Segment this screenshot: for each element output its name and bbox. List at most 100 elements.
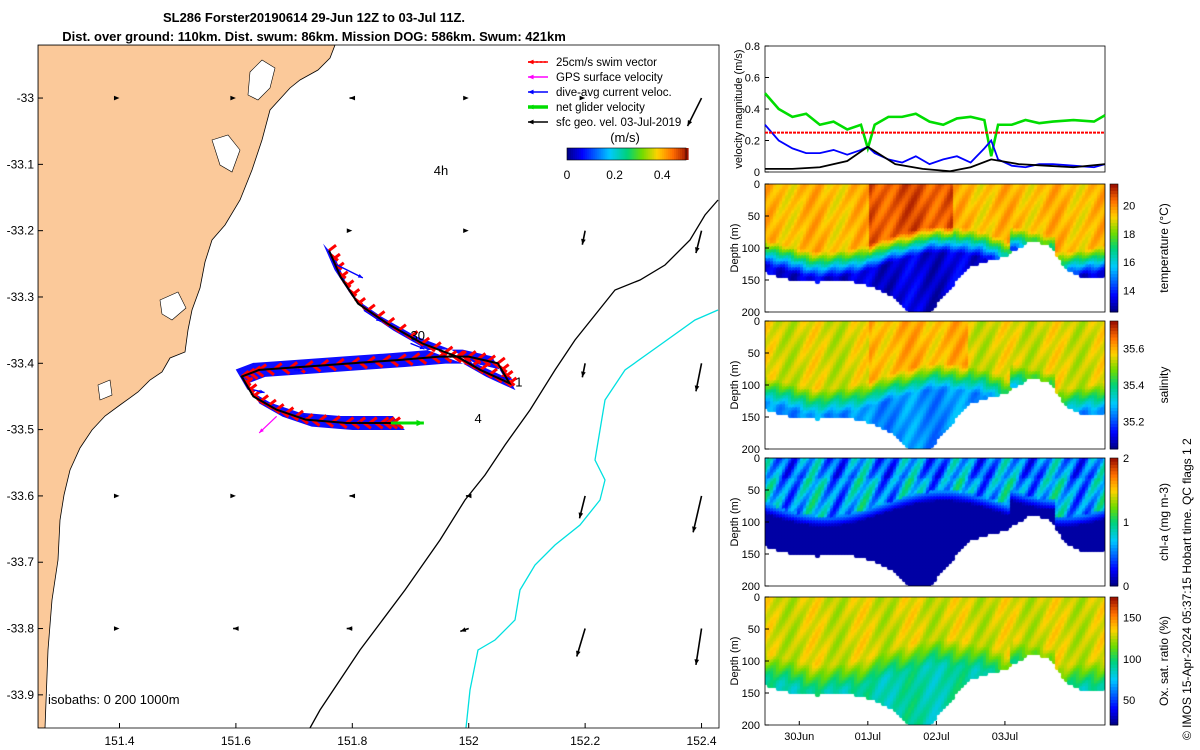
temperature-colorbar-label: temperature (°C): [1157, 203, 1171, 293]
oxygen-section[interactable]: [765, 597, 1105, 725]
colorbar-tick-label: 0.2: [606, 168, 623, 182]
dive-current-vector: [253, 389, 265, 394]
velocity-y-tick-label: 0.8: [745, 41, 760, 53]
swim-vector: [351, 288, 361, 296]
map-y-tick-label: -33.5: [7, 423, 35, 437]
geo-vector: [686, 97, 703, 127]
velocity-series-3: [765, 145, 1106, 173]
copyright-note: © IMOS 15-Apr-2024 05:37:15 Hobart time.…: [1180, 438, 1194, 740]
salinity-colorbar-tick-label: 35.4: [1123, 380, 1144, 392]
salinity-colorbar-frame: [1109, 320, 1119, 450]
temperature-colorbar-tick-label: 16: [1123, 257, 1135, 269]
land-mass: [38, 45, 336, 728]
map-y-tick-label: -33.3: [7, 290, 35, 304]
map-y-tick-label: -33.6: [7, 489, 35, 503]
temperature-frame: [764, 183, 1106, 313]
velocity-y-tick-label: 0: [754, 167, 760, 179]
geo-vector: [695, 230, 703, 254]
swim-vector: [421, 336, 431, 345]
map-y-ticks: -33 -33.1 -33.2 -33.3 -33.4 -33.5 -33.6 -33.7 -3…: [7, 91, 43, 702]
gps-velocity-vector: [258, 415, 278, 434]
oxygen-y-tick-label: 200: [742, 720, 760, 732]
temperature-y-tick-label: 200: [742, 307, 760, 319]
map-y-tick-label: -33.9: [7, 688, 35, 702]
chl-a-y-tick-label: 150: [742, 549, 760, 561]
colorbar-frame: [566, 147, 687, 161]
swim-vector: [331, 252, 341, 261]
chla-section[interactable]: [765, 458, 1105, 586]
temperature-colorbar-tick-label: 20: [1123, 200, 1135, 212]
swim-vector: [285, 406, 295, 415]
swim-vector: [339, 270, 349, 279]
temperature-y-tick-label: 0: [754, 179, 760, 191]
swim-vector: [328, 243, 337, 252]
geo-vector: [694, 628, 703, 666]
swim-vector: [489, 367, 498, 376]
legend-label: dive-avg current veloc.: [556, 87, 672, 99]
oxygen-y-tick-label: 100: [742, 656, 760, 668]
map-x-tick-label: 151.6: [221, 734, 251, 748]
salinity-colorbar-tick-label: 35.6: [1123, 343, 1144, 355]
colorbar-label: (m/s): [610, 130, 640, 145]
map-x-tick-label: 152: [459, 734, 479, 748]
dive-current-vector: [294, 367, 303, 372]
swim-vector: [357, 297, 367, 305]
salinity-y-label: Depth (m): [729, 361, 741, 410]
chl-a-y-tick-label: 0: [754, 453, 760, 465]
geo-vector: [463, 228, 469, 234]
geo-vector: [349, 493, 356, 499]
chl-a-colorbar-frame: [1109, 457, 1119, 587]
isobath-1000: [465, 309, 719, 728]
legend-entry: dive-avg current veloc.: [528, 87, 672, 99]
geo-vector: [346, 228, 353, 234]
geo-vector: [233, 626, 239, 631]
track-map[interactable]: 151.4 151.6 151.8 152 152.2 152.4 -33-33.1-33…: [0, 0, 720, 750]
map-y-tick-label: -33.2: [7, 224, 35, 238]
oxygen-colorbar-frame: [1109, 596, 1119, 726]
velocity-y-tick-label: 0.2: [745, 136, 760, 148]
map-x-tick-label: 152.4: [687, 734, 717, 748]
geo-vector: [349, 95, 356, 101]
oxygen-frame: [764, 596, 1106, 726]
geo-vector: [346, 626, 353, 631]
swim-vector: [432, 341, 442, 350]
temperature-section[interactable]: [765, 184, 1105, 312]
salinity-section[interactable]: [765, 321, 1105, 449]
colorbar-tick-label: 0.4: [654, 168, 671, 182]
chl-a-colorbar-tick-label: 1: [1123, 517, 1129, 529]
swim-vector: [345, 279, 355, 288]
oxygen-y-label: Depth (m): [729, 637, 741, 686]
geo-vector: [692, 495, 703, 533]
map-y-tick-label: -33.1: [7, 157, 35, 171]
chl-a-y-label: Depth (m): [729, 498, 741, 547]
chart-title: SL286 Forster20190614 29-Jun 12Z to 03-J…: [0, 8, 600, 46]
velocity-series-0: [764, 92, 1106, 157]
temperature-colorbar-tick-label: 14: [1123, 286, 1135, 298]
temperature-y-tick-label: 50: [748, 211, 760, 223]
swim-vector: [366, 303, 376, 312]
legend-label: GPS surface velocity: [556, 72, 663, 84]
swim-vector: [335, 261, 345, 270]
dive-current-vector: [363, 309, 382, 323]
swim-vector: [295, 409, 304, 418]
geo-vector: [694, 363, 703, 392]
swim-vector: [487, 354, 497, 363]
temperature-colorbar-tick-label: 18: [1123, 229, 1135, 241]
chl-a-colorbar-label: chl-a (mg m-3): [1157, 483, 1171, 561]
map-y-tick-label: -33: [17, 91, 35, 105]
map-annotation: 4: [475, 411, 482, 426]
geo-vector: [578, 495, 586, 519]
swim-vector: [255, 369, 265, 378]
oxygen-y-tick-label: 0: [754, 592, 760, 604]
geo-vector: [230, 95, 236, 101]
swim-vector: [248, 383, 258, 392]
oxygen-colorbar-label: Ox. sat. ratio (%): [1157, 616, 1171, 706]
oxygen-y-tick-label: 150: [742, 688, 760, 700]
salinity-y-tick-label: 50: [748, 348, 760, 360]
swim-vector: [249, 372, 259, 380]
time-x-tick-label: 03Jul: [992, 731, 1018, 743]
net-velocity-vector: [390, 419, 424, 427]
title-line-2: Dist. over ground: 110km. Dist. swum: 86…: [62, 29, 566, 44]
map-x-tick-label: 151.4: [104, 734, 134, 748]
